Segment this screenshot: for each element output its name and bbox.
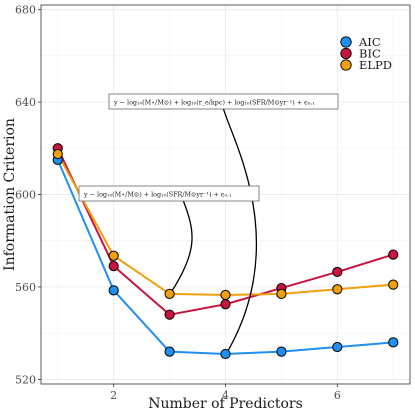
- data-point-aic: [332, 341, 343, 353]
- data-point-elpd: [52, 148, 63, 160]
- annotation-box: [78, 185, 260, 202]
- y-tick-label: 600: [15, 189, 36, 202]
- data-point-bic: [108, 261, 119, 272]
- data-point-aic: [108, 285, 119, 296]
- data-point-aic: [220, 348, 231, 360]
- x-axis-title: Number of Predictors: [148, 396, 303, 412]
- data-point-bic: [388, 249, 399, 260]
- series-points: [52, 143, 399, 360]
- data-point-bic: [220, 299, 231, 310]
- data-point-aic: [164, 346, 175, 357]
- y-tick-label: 520: [15, 373, 36, 386]
- data-point-elpd: [164, 288, 175, 299]
- x-tick-label: 6: [334, 389, 341, 402]
- legend-key-bic: [340, 47, 352, 60]
- data-point-aic: [388, 337, 399, 348]
- annotation-label: y ∼ log₁₀(M⋆/M⊙) + log₁₀(SFR/M⊙yr⁻¹) + ϵ…: [83, 191, 232, 199]
- annotations: y ∼ log₁₀(M⋆/M⊙) + log₁₀(r_e/kpc) + log₁…: [78, 93, 339, 351]
- annotation-connector: [222, 108, 258, 351]
- data-point-bic: [164, 309, 175, 320]
- data-point-elpd: [220, 289, 231, 301]
- data-point-bic: [332, 266, 343, 278]
- y-tick-label: 560: [15, 281, 36, 294]
- data-point-elpd: [276, 288, 287, 299]
- y-tick-label: 680: [15, 4, 36, 17]
- legend-label-aic: AIC: [358, 35, 381, 49]
- y-axis-title: Information Criterion: [2, 118, 18, 271]
- x-tick-label: 4: [222, 389, 229, 402]
- annotation-connector: [172, 200, 193, 291]
- axis-ticks: 2 4 6 520 560 600 640 680: [15, 4, 341, 402]
- legend-label-elpd: ELPD: [359, 58, 392, 72]
- data-point-elpd: [108, 250, 119, 261]
- x-tick-label: 2: [110, 389, 117, 402]
- data-point-elpd: [332, 284, 343, 295]
- annotation-box: [108, 93, 339, 110]
- y-tick-label: 640: [15, 96, 36, 109]
- data-point-elpd: [388, 279, 399, 290]
- data-point-aic: [276, 346, 287, 357]
- legend-key-elpd: [340, 59, 352, 71]
- legend-label-bic: BIC: [359, 47, 381, 61]
- annotation-label: y ∼ log₁₀(M⋆/M⊙) + log₁₀(r_e/kpc) + log₁…: [113, 99, 315, 107]
- legend-key-aic: [340, 36, 352, 48]
